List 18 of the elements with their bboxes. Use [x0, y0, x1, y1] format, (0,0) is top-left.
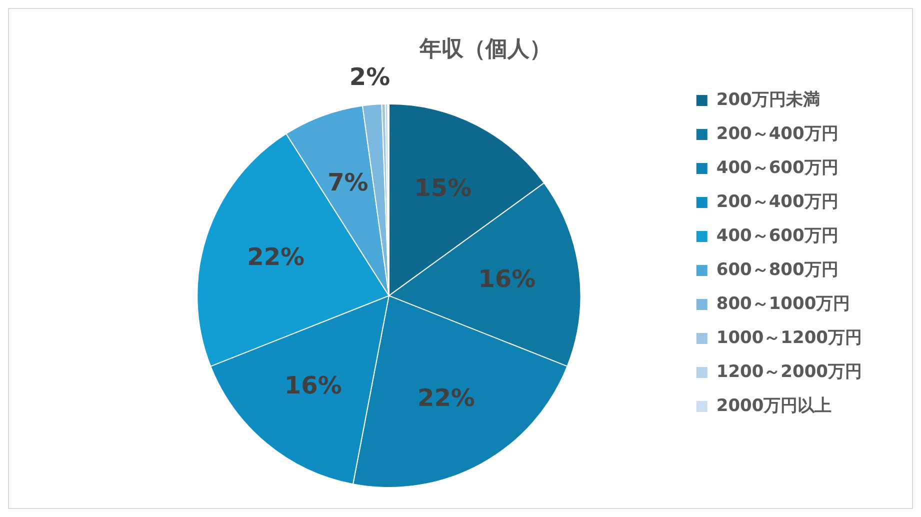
data-label: 16% — [478, 265, 536, 294]
legend-label: 1200～2000万円 — [716, 362, 862, 382]
data-label: 15% — [414, 174, 472, 202]
data-label: 16% — [284, 372, 342, 400]
data-label: 22% — [247, 243, 305, 272]
legend-label: 400～600万円 — [716, 226, 838, 246]
legend-label: 800～1000万円 — [716, 294, 850, 314]
data-label: 22% — [417, 384, 475, 412]
legend-label: 200～400万円 — [716, 124, 838, 144]
data-label: 7% — [328, 168, 368, 196]
legend-label: 200～400万円 — [716, 192, 838, 212]
legend-label: 200万円未満 — [716, 90, 820, 110]
legend-label: 400～600万円 — [716, 158, 838, 178]
legend-label: 1000～1200万円 — [716, 328, 862, 348]
legend-label: 600～800万円 — [716, 260, 838, 280]
data-label: 2% — [349, 62, 390, 91]
chart-title: 年収（個人） — [418, 36, 552, 62]
legend-label: 2000万円以上 — [716, 396, 832, 416]
